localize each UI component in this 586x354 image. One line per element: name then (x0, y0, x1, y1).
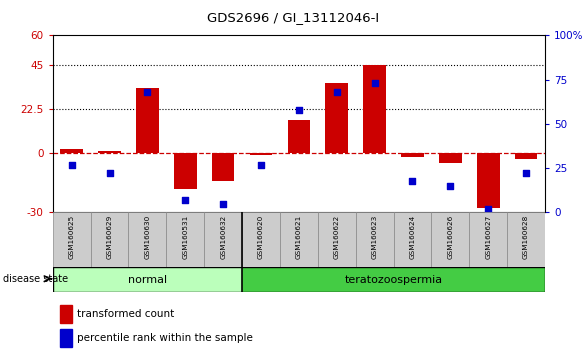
Point (408, 178, 417, 183)
Text: GSM160626: GSM160626 (447, 215, 454, 259)
Text: GSM160625: GSM160625 (69, 215, 74, 259)
Text: teratozoospermia: teratozoospermia (345, 275, 442, 285)
Point (180, 197, 190, 203)
Bar (60, 305, 73, 323)
FancyBboxPatch shape (318, 212, 356, 267)
FancyBboxPatch shape (91, 212, 128, 267)
Text: GSM160628: GSM160628 (523, 215, 529, 259)
Point (370, 80, 379, 86)
Text: percentile rank within the sample: percentile rank within the sample (77, 333, 253, 343)
Point (522, 171, 531, 176)
Text: disease state: disease state (3, 274, 68, 284)
Point (67, 162, 76, 167)
Text: GSM160531: GSM160531 (182, 215, 188, 259)
FancyBboxPatch shape (469, 212, 507, 267)
Bar (174, 153, 197, 189)
FancyBboxPatch shape (280, 212, 318, 267)
Text: GSM160629: GSM160629 (107, 215, 113, 259)
FancyBboxPatch shape (166, 212, 204, 267)
Text: GSM160623: GSM160623 (372, 215, 377, 259)
Point (105, 171, 114, 176)
FancyBboxPatch shape (242, 212, 280, 267)
Text: GSM160630: GSM160630 (144, 215, 151, 259)
Point (332, 89, 342, 95)
Text: transformed count: transformed count (77, 309, 175, 319)
Bar (250, 153, 272, 155)
Point (256, 162, 265, 167)
FancyBboxPatch shape (53, 212, 91, 267)
Bar (60, 149, 83, 153)
Bar (515, 153, 537, 159)
Bar (212, 153, 234, 181)
Bar (60, 329, 73, 347)
FancyBboxPatch shape (128, 212, 166, 267)
Bar (136, 88, 159, 153)
FancyBboxPatch shape (53, 267, 242, 292)
Text: GSM160627: GSM160627 (485, 215, 491, 259)
Point (219, 201, 228, 206)
Text: GSM160620: GSM160620 (258, 215, 264, 259)
Bar (288, 120, 310, 153)
Text: GSM160622: GSM160622 (333, 215, 340, 259)
FancyBboxPatch shape (431, 212, 469, 267)
Bar (401, 153, 424, 157)
Text: normal: normal (128, 275, 167, 285)
Text: GSM160624: GSM160624 (410, 215, 415, 259)
Bar (477, 153, 499, 209)
Bar (439, 153, 462, 163)
Point (143, 89, 152, 95)
Bar (98, 152, 121, 153)
FancyBboxPatch shape (507, 212, 545, 267)
FancyBboxPatch shape (394, 212, 431, 267)
Text: GSM160621: GSM160621 (296, 215, 302, 259)
FancyBboxPatch shape (242, 267, 545, 292)
Text: GDS2696 / GI_13112046-I: GDS2696 / GI_13112046-I (207, 11, 379, 24)
Bar (325, 82, 348, 153)
Point (445, 183, 455, 189)
Point (294, 107, 304, 113)
FancyBboxPatch shape (204, 212, 242, 267)
Text: GSM160632: GSM160632 (220, 215, 226, 259)
Point (483, 206, 493, 212)
Bar (363, 65, 386, 153)
FancyBboxPatch shape (356, 212, 394, 267)
